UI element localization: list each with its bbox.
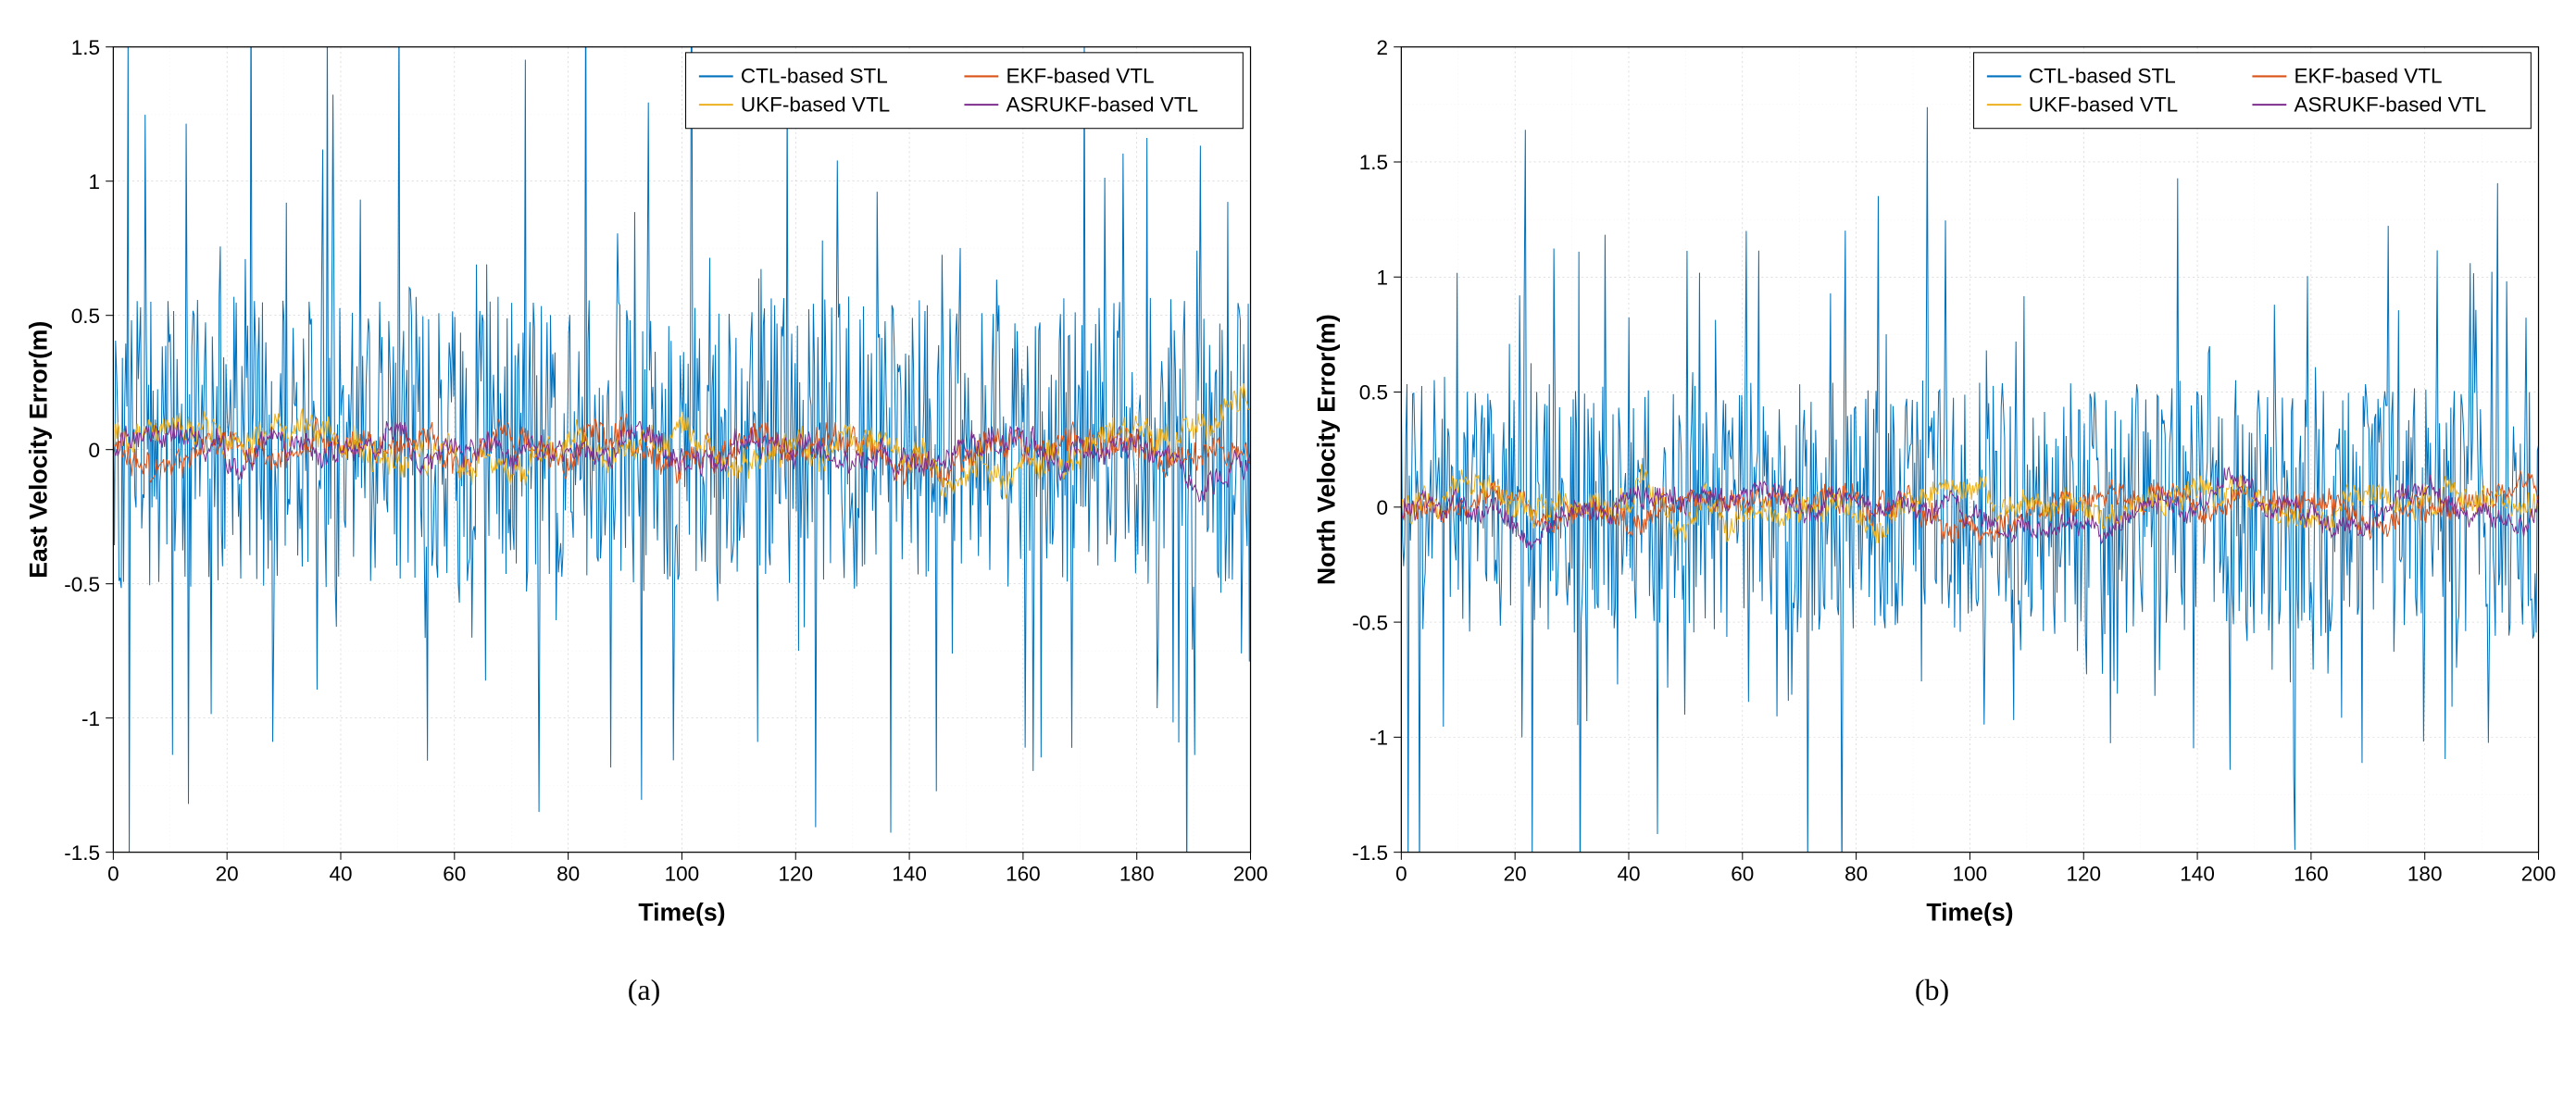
subplot-b: 0 20 40 60 80 100 120 140 160 180 200 -1.5 -1 -0.5 0 0.… (1307, 19, 2557, 1007)
legend-label: CTL-based STL (741, 65, 888, 88)
xtick-label: 0 (1395, 862, 1407, 885)
xtick-label: 140 (892, 862, 927, 885)
xtick-label: 140 (2180, 862, 2215, 885)
chart-a-wrap: 0 20 40 60 80 100 120 140 160 180 200 -1.5 -1 -0.5 0 0.… (19, 19, 1269, 947)
ytick-label: 0 (89, 439, 101, 462)
subfig-label-a: (a) (628, 973, 661, 1007)
legend-label: CTL-based STL (2029, 65, 2176, 88)
xtick-label: 120 (2066, 862, 2101, 885)
legend-label: EKF-based VTL (1006, 65, 1154, 88)
xlabel: Time(s) (1926, 898, 2013, 926)
chart-b: 0 20 40 60 80 100 120 140 160 180 200 -1.5 -1 -0.5 0 0.… (1307, 19, 2557, 947)
legend-label: UKF-based VTL (741, 93, 890, 116)
xtick-label: 80 (556, 862, 580, 885)
chart-b-wrap: 0 20 40 60 80 100 120 140 160 180 200 -1.5 -1 -0.5 0 0.… (1307, 19, 2557, 947)
ytick-label: 0.5 (1359, 381, 1388, 405)
ytick-label: -0.5 (64, 573, 100, 596)
xlabel: Time(s) (638, 898, 725, 926)
xtick-label: 100 (665, 862, 700, 885)
ytick-label: 1 (1377, 266, 1389, 289)
xtick-label: 0 (107, 862, 119, 885)
ytick-label: -1 (81, 707, 100, 730)
subplot-a: 0 20 40 60 80 100 120 140 160 180 200 -1.5 -1 -0.5 0 0.… (19, 19, 1269, 1007)
ytick-label: 0.5 (71, 305, 100, 328)
ylabel: North Velocity Error(m) (1313, 314, 1341, 585)
ylabel: East Velocity Error(m) (25, 321, 53, 579)
legend-label: ASRUKF-based VTL (2294, 93, 2486, 116)
figure-container: 020406080100120140160180200-1.5-1-0.500.… (19, 19, 2557, 1007)
xtick-label: 160 (2294, 862, 2329, 885)
legend: CTL-based STL UKF-based VTL EKF-based VTL A… (1974, 53, 2532, 129)
legend-label: UKF-based VTL (2029, 93, 2178, 116)
xtick-label: 200 (2521, 862, 2557, 885)
xtick-label: 200 (1233, 862, 1269, 885)
xtick-label: 80 (1844, 862, 1868, 885)
xtick-label: 40 (1617, 862, 1640, 885)
legend-label: ASRUKF-based VTL (1006, 93, 1198, 116)
ytick-label: -1.5 (1352, 841, 1388, 865)
xtick-label: 60 (1731, 862, 1754, 885)
xtick-label: 100 (1953, 862, 1988, 885)
legend-label: EKF-based VTL (2294, 65, 2442, 88)
xtick-label: 180 (2407, 862, 2443, 885)
ytick-label: -1 (1369, 727, 1388, 750)
ytick-label: 1.5 (71, 36, 100, 59)
xtick-label: 60 (443, 862, 466, 885)
legend: CTL-based STL UKF-based VTL EKF-based VTL A… (686, 53, 1244, 129)
subfig-label-b: (b) (1915, 973, 1949, 1007)
ytick-label: 1 (89, 170, 101, 193)
xtick-label: 120 (778, 862, 813, 885)
xtick-label: 20 (1504, 862, 1527, 885)
xtick-label: 20 (216, 862, 239, 885)
ytick-label: -0.5 (1352, 611, 1388, 634)
xtick-label: 180 (1119, 862, 1155, 885)
ytick-label: 2 (1377, 36, 1389, 59)
ytick-label: 0 (1377, 496, 1389, 519)
ytick-label: 1.5 (1359, 151, 1388, 174)
chart-a: 0 20 40 60 80 100 120 140 160 180 200 -1.5 -1 -0.5 0 0.… (19, 19, 1269, 947)
xtick-label: 160 (1006, 862, 1041, 885)
xtick-label: 40 (329, 862, 352, 885)
ytick-label: -1.5 (64, 841, 100, 865)
